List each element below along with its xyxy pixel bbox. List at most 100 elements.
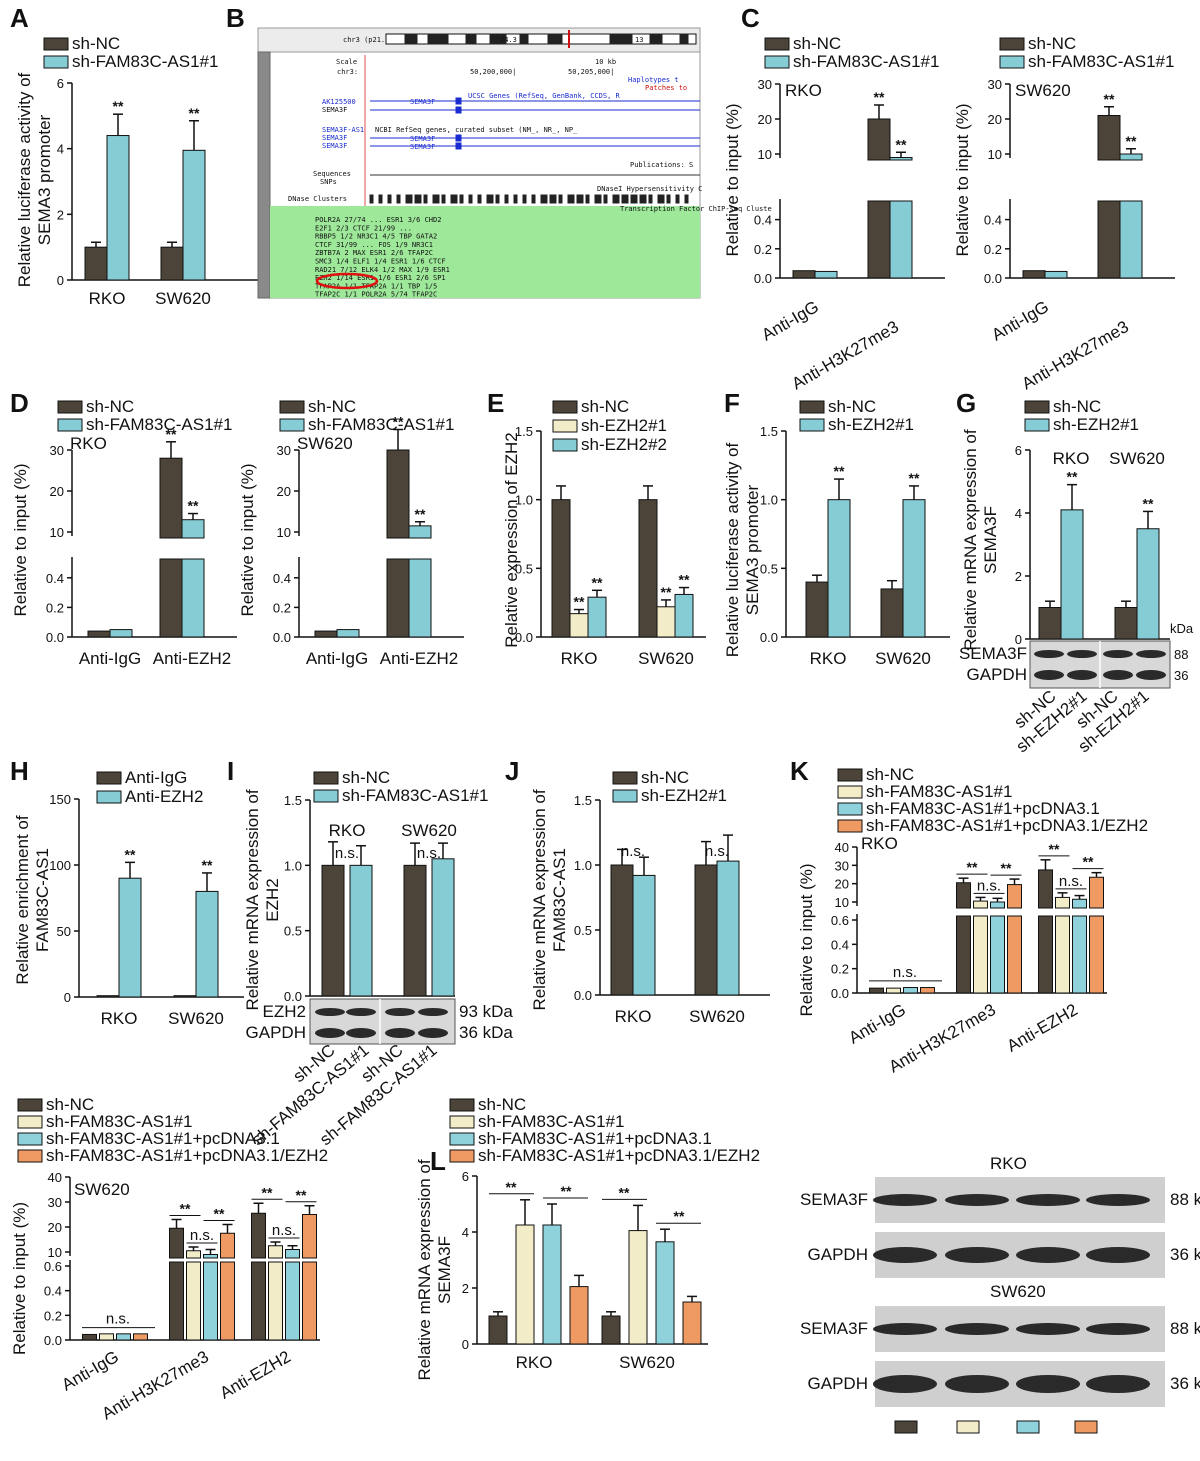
y-axis-label: SEMA3F [435,1236,454,1304]
panel-letter-H: H [10,756,29,786]
y-tick-label: 100 [49,858,71,873]
category-label: Anti-IgG [58,1347,122,1395]
legend-swatch [314,790,338,802]
browser-dnase-hs: DNaseI Hypersensitivity C [597,185,702,193]
bar [1023,271,1045,278]
blot-band [1136,650,1166,658]
dnase-cluster [460,195,463,203]
y-tick-label: 0 [57,273,64,288]
y-tick-label: 10 [48,1245,62,1260]
browser-position: 50,200,000| [470,68,516,76]
y-tick-label: 40 [835,840,849,855]
category-label: Anti-H3K27me3 [1019,317,1132,393]
bar [881,589,903,637]
bar-lower [204,1262,218,1340]
ideogram-band [428,34,448,44]
browser-gene-name: SEMA3F [322,142,347,150]
blot-row-label: GAPDH [808,1374,868,1393]
dnase-cluster [487,195,493,203]
legend-label: sh-NC [342,768,390,787]
legend-label: Anti-IgG [125,768,187,787]
legend-swatch [838,820,862,832]
ns-label: n.s. [190,1227,214,1244]
legend-swatch [838,769,862,781]
bar-upper [182,520,204,538]
bar [100,1334,114,1340]
bar [315,631,337,637]
bar-lower [1098,201,1120,278]
category-label: Anti-EZH2 [380,649,458,668]
blot-band [385,1008,415,1016]
legend-swatch [1025,401,1049,413]
browser-gene-name: SEMA3F-AS1 [322,126,364,134]
y-tick-label: 50 [57,924,71,939]
legend-label: sh-EZH2#1 [641,786,727,805]
blot-row-label: GAPDH [246,1023,306,1042]
bar [656,1242,674,1344]
ideogram-band [520,34,528,44]
bar [675,594,693,637]
y-tick-label: 2 [57,207,64,222]
blot-band [1034,650,1064,658]
legend-swatch [18,1099,42,1111]
y-tick-label: 30 [277,443,291,458]
ideogram-band [650,34,662,44]
legend-label: sh-NC [1053,397,1101,416]
bar-lower [974,916,988,993]
y-tick-label: 0.4 [754,213,772,228]
y-tick-label: 0.4 [273,571,291,586]
dnase-cluster [676,195,679,203]
cell-line-label: SW620 [1015,81,1071,100]
y-tick-label: 4 [1015,506,1022,521]
significance-stars: ** [262,1184,273,1200]
legend-swatch [553,401,577,413]
blot-kda-label: 36 kDa [459,1023,513,1042]
y-tick-label: 0.2 [754,242,772,257]
browser-position: 50,205,000| [568,68,614,76]
legend-swatch [18,1133,42,1145]
legend-label: sh-NC [72,34,120,53]
y-axis-label: Relative to input (%) [953,103,972,256]
y-tick-label: 6 [57,76,64,91]
legend-label: sh-FAM83C-AS1#1 [86,415,232,434]
y-axis-label: Relative to input (%) [797,863,816,1016]
significance-stars: ** [180,1201,191,1217]
y-tick-label: 0.0 [44,1333,62,1348]
bar-upper [409,526,431,538]
y-tick-label: 0.4 [46,571,64,586]
bar [921,988,935,993]
ideogram-band [610,34,632,44]
browser-gene-name: SEMA3F [410,135,435,143]
dnase-cluster [451,195,457,203]
dnase-cluster [379,195,382,203]
y-tick-label: 10 [835,895,849,910]
cell-line-label: RKO [785,81,822,100]
bar-lower [286,1262,300,1340]
significance-stars: ** [619,1184,630,1200]
category-label: RKO [810,649,847,668]
significance-stars: ** [202,857,213,873]
browser-tf-row: TFAP2C 1/1 POLR2A 5/74 TFAP2C [315,291,437,299]
dnase-cluster [667,195,670,203]
dnase-cluster [397,195,400,203]
bar-lower [221,1262,235,1340]
blot-kda-label: 93 kDa [459,1002,513,1021]
cell-line-label: RKO [70,434,107,453]
blot-band [1067,670,1097,680]
cell-line-label: RKO [329,821,366,840]
bar [174,996,196,997]
ns-label: n.s. [272,1222,296,1239]
bar-upper [170,1228,184,1258]
y-tick-label: 10 [758,147,772,162]
y-tick-label: 0.5 [284,924,302,939]
legend-label: sh-EZH2#1 [581,416,667,435]
y-tick-label: 2 [1015,569,1022,584]
significance-stars: ** [674,1208,685,1224]
dnase-cluster [478,195,481,203]
y-tick-label: 20 [48,1220,62,1235]
blot-band [1136,670,1166,680]
blot-band [1016,1194,1080,1206]
bar-lower [1120,201,1142,278]
bar-upper [221,1233,235,1258]
blot-band [385,1028,415,1038]
